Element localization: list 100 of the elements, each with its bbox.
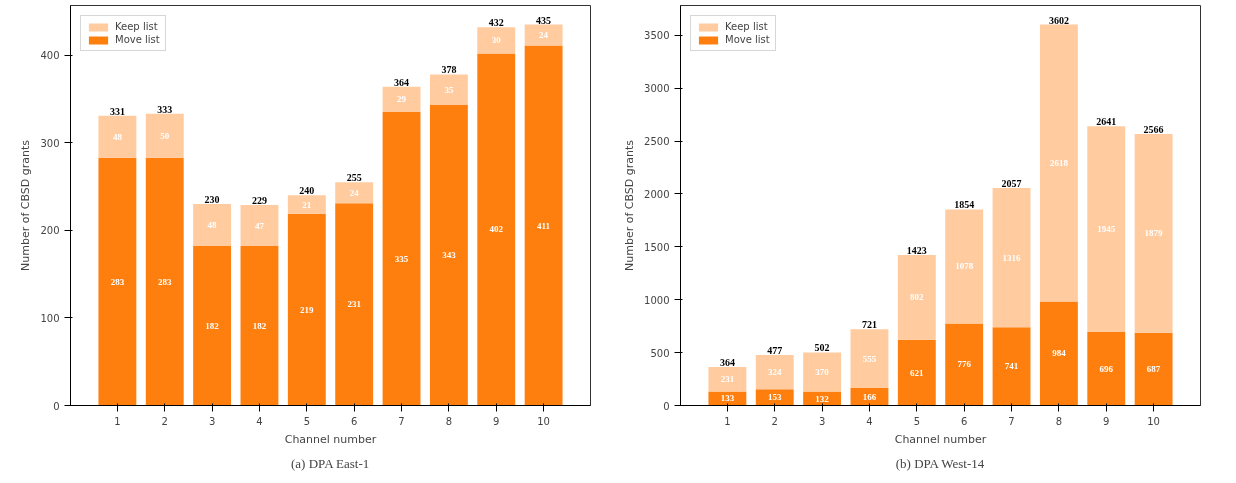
x-tick-label: 2 xyxy=(771,415,778,427)
data-label: 343 xyxy=(442,250,457,261)
bar xyxy=(193,204,232,247)
x-tick-label: 8 xyxy=(445,415,453,427)
total-label: 2057 xyxy=(1001,177,1022,189)
bar xyxy=(382,86,421,113)
bar xyxy=(850,329,889,388)
y-tick-label: 3500 xyxy=(644,30,670,42)
total-label: 721 xyxy=(861,319,877,331)
text: (a) DPA East-1 xyxy=(291,455,370,471)
data-label: 48 xyxy=(207,220,218,231)
data-label: 283 xyxy=(110,276,125,287)
y-axis-title: Number of CBSD grants xyxy=(19,139,33,272)
data-label: 324 xyxy=(767,367,782,378)
total-label: 432 xyxy=(488,17,504,29)
y-tick-label: 0 xyxy=(53,400,60,412)
data-label: 1945 xyxy=(1097,224,1116,235)
y-tick-label: 100 xyxy=(40,312,60,324)
y-tick-label: 2500 xyxy=(644,136,670,148)
x-tick-label: 3 xyxy=(208,415,216,427)
data-label: 696 xyxy=(1099,363,1114,374)
bar xyxy=(98,115,137,158)
y-tick-label: 2000 xyxy=(644,188,670,200)
x-tick-label: 5 xyxy=(913,415,921,427)
total-label: 1423 xyxy=(906,245,927,256)
data-label: 283 xyxy=(157,276,172,287)
x-tick-label: 1 xyxy=(724,415,731,427)
total-label: 3602 xyxy=(1048,14,1069,26)
total-label: 240 xyxy=(299,185,315,197)
data-label: 802 xyxy=(910,292,925,303)
data-label: 984 xyxy=(1052,348,1067,359)
y-axis-title: Number of CBSD grants xyxy=(623,139,637,272)
data-label: 219 xyxy=(300,304,315,315)
bar xyxy=(1134,134,1173,333)
bar xyxy=(897,339,936,406)
bar xyxy=(429,105,468,406)
bar xyxy=(193,246,232,406)
data-label: 153 xyxy=(767,392,782,403)
bar xyxy=(755,355,794,390)
total-label: 331 xyxy=(109,105,125,117)
bar xyxy=(945,323,984,406)
bar xyxy=(708,367,747,392)
data-label: 50 xyxy=(160,130,170,141)
data-label: 30 xyxy=(491,35,502,46)
total-label: 1854 xyxy=(954,199,975,211)
x-tick-label: 2 xyxy=(161,415,168,427)
total-label: 364 xyxy=(394,76,410,88)
total-label: 378 xyxy=(441,64,457,76)
x-tick-label: 7 xyxy=(1008,415,1015,427)
bar xyxy=(1087,331,1126,406)
y-tick-label: 400 xyxy=(40,50,60,62)
total-label: 333 xyxy=(157,103,173,115)
data-label: 370 xyxy=(815,366,830,377)
total-label: 2641 xyxy=(1096,116,1117,128)
x-axis-title: Channel number xyxy=(284,432,377,446)
data-label: 335 xyxy=(394,253,409,264)
data-label: 24 xyxy=(349,187,360,198)
x-tick-label: 9 xyxy=(493,415,500,427)
bar xyxy=(1134,332,1173,406)
data-label: 621 xyxy=(910,367,925,378)
data-label: 741 xyxy=(1004,361,1019,372)
bar xyxy=(335,182,374,204)
bar xyxy=(145,157,184,406)
x-tick-label: 1 xyxy=(114,415,121,427)
data-label: 182 xyxy=(205,320,220,331)
x-tick-label: 3 xyxy=(818,415,826,427)
bar xyxy=(240,204,279,247)
data-label: 2618 xyxy=(1049,157,1069,168)
bar xyxy=(287,195,326,214)
bar xyxy=(803,352,842,392)
bar xyxy=(429,74,468,106)
data-label: 402 xyxy=(489,224,504,235)
bar xyxy=(382,112,421,406)
bar xyxy=(992,327,1031,406)
total-label: 502 xyxy=(814,342,830,354)
data-label: 35 xyxy=(444,84,454,95)
y-tick-label: 1000 xyxy=(644,294,670,306)
x-tick-label: 4 xyxy=(256,415,263,427)
bar xyxy=(287,213,326,406)
legend-label: Keep list xyxy=(725,21,768,32)
bar xyxy=(524,45,563,406)
data-label: 29 xyxy=(397,94,407,105)
data-label: 1316 xyxy=(1002,252,1022,263)
x-tick-label: 6 xyxy=(351,415,358,427)
data-label: 47 xyxy=(254,220,265,231)
x-tick-label: 5 xyxy=(303,415,311,427)
data-label: 687 xyxy=(1146,364,1161,375)
text: (b) DPA West-14 xyxy=(895,455,985,471)
bar xyxy=(335,203,374,406)
data-label: 182 xyxy=(252,320,267,331)
data-label: 21 xyxy=(302,199,312,210)
total-label: 364 xyxy=(719,357,735,368)
bar xyxy=(145,113,184,158)
total-label: 477 xyxy=(767,345,783,357)
data-label: 231 xyxy=(720,374,735,385)
bar xyxy=(897,255,936,340)
y-tick-label: 200 xyxy=(40,225,60,237)
data-label: 1879 xyxy=(1144,228,1164,239)
bar xyxy=(1087,126,1126,332)
x-tick-label: 9 xyxy=(1103,415,1110,427)
